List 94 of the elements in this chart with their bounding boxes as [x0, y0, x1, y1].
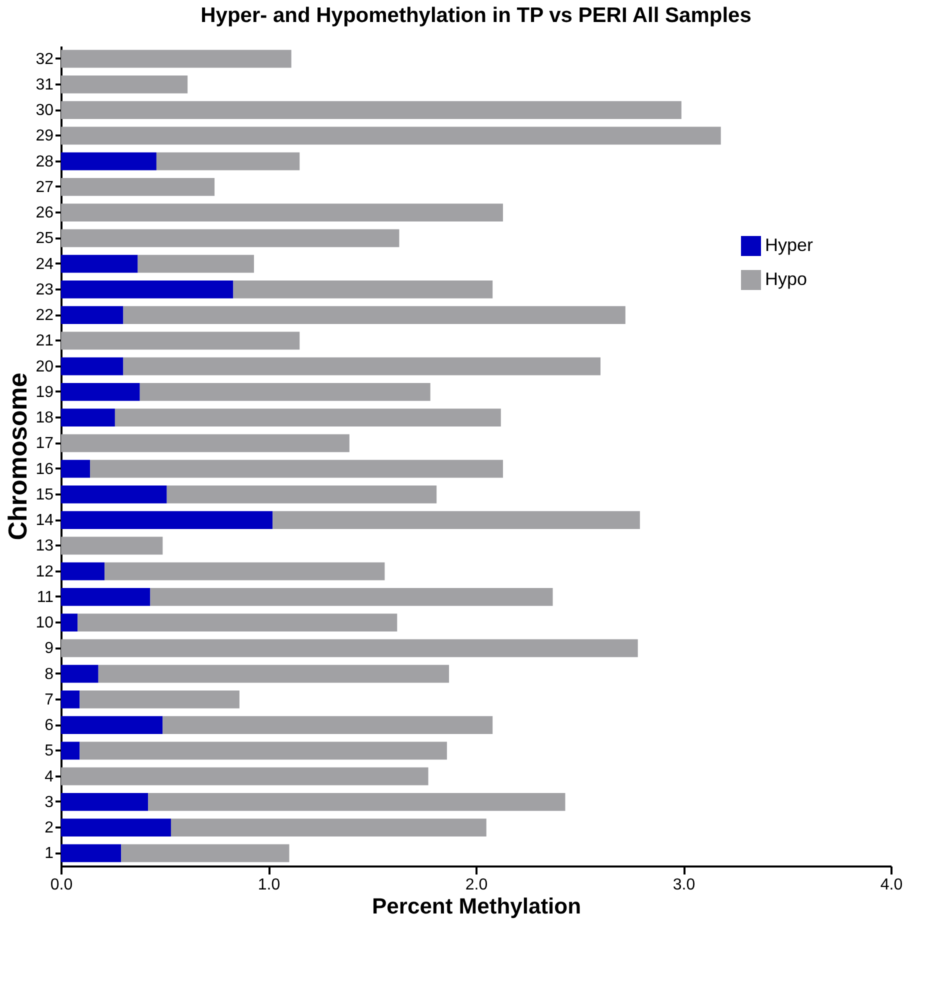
y-tick-label: 17: [36, 435, 54, 452]
y-tick-label: 6: [44, 717, 54, 734]
bar: [61, 792, 148, 811]
bar: [61, 178, 215, 196]
x-tick-label: 2.0: [465, 876, 488, 894]
y-tick-label: 28: [36, 153, 54, 170]
y-tick-label: 22: [36, 307, 54, 324]
bar: [61, 306, 124, 324]
bar: [61, 588, 150, 606]
y-tick-label: 23: [36, 281, 54, 298]
bar: [61, 716, 163, 734]
y-tick-label: 2: [44, 820, 54, 837]
bar: [61, 536, 163, 555]
bar: [61, 639, 638, 658]
y-tick-label: 3: [44, 794, 54, 811]
bar: [61, 408, 115, 427]
bar: [61, 75, 188, 94]
y-tick-label: 9: [44, 640, 54, 658]
bar: [61, 690, 80, 708]
x-tick-label: 0.0: [50, 876, 73, 894]
y-tick-label: 24: [36, 256, 54, 273]
y-tick-label: 30: [36, 102, 54, 120]
bar: [61, 50, 292, 68]
bar: [123, 357, 600, 376]
bar: [61, 229, 400, 248]
bar: [121, 844, 290, 862]
bar: [272, 511, 640, 530]
x-tick-label: 3.0: [672, 876, 696, 894]
y-tick-label: 5: [44, 742, 54, 760]
y-tick-label: 14: [36, 512, 54, 530]
legend-label: Hyper: [765, 235, 814, 255]
bar: [61, 126, 721, 145]
y-tick-label: 4: [44, 768, 54, 786]
bar: [90, 460, 503, 478]
y-tick-label: 10: [36, 614, 54, 632]
y-tick-label: 16: [36, 460, 54, 478]
bar: [170, 818, 486, 837]
bar: [162, 716, 493, 734]
bar: [166, 485, 437, 504]
bar: [61, 332, 300, 350]
bar: [61, 614, 78, 632]
bar: [61, 357, 124, 376]
y-tick-label: 15: [36, 486, 54, 504]
bar: [61, 562, 105, 580]
y-tick-label: 20: [36, 358, 54, 376]
bar: [123, 306, 626, 324]
bar: [61, 664, 98, 683]
bar: [78, 614, 398, 632]
bar: [61, 280, 234, 298]
bar: [80, 690, 240, 708]
x-tick-label: 1.0: [258, 876, 280, 894]
bar: [61, 382, 140, 401]
y-axis-title: Chromosome: [2, 372, 33, 540]
bar: [61, 767, 428, 786]
bar: [61, 844, 122, 862]
bar: [61, 511, 273, 530]
bar: [233, 280, 493, 298]
bar: [104, 562, 385, 580]
bar: [61, 742, 80, 760]
x-tick-label: 4.0: [880, 876, 903, 894]
y-tick-label: 18: [36, 410, 54, 427]
bar: [98, 664, 450, 683]
bar: [156, 152, 300, 170]
bar: [61, 101, 682, 120]
bar: [140, 382, 430, 401]
bar: [150, 588, 553, 606]
y-tick-label: 8: [44, 666, 54, 683]
bar: [61, 152, 156, 170]
bar: [61, 485, 167, 504]
bar: [61, 460, 90, 478]
y-tick-label: 1: [44, 845, 54, 862]
bar: [148, 792, 566, 811]
y-tick-label: 7: [44, 691, 54, 708]
chart-title: Hyper- and Hypomethylation in TP vs PERI All Samples: [200, 4, 752, 27]
y-tick-label: 27: [36, 178, 54, 196]
bar: [61, 818, 171, 837]
y-tick-label: 11: [36, 588, 54, 606]
x-axis-title: Percent Methylation: [372, 894, 582, 918]
y-tick-label: 26: [36, 204, 54, 222]
bar: [61, 204, 503, 222]
legend-label: Hypo: [765, 269, 808, 289]
bar: [61, 434, 350, 452]
y-tick-label: 12: [36, 563, 54, 580]
bar: [61, 254, 138, 273]
y-tick-label: 13: [36, 538, 54, 555]
y-tick-label: 31: [36, 76, 54, 94]
bar: [138, 254, 254, 273]
y-tick-label: 29: [36, 128, 54, 145]
y-tick-label: 32: [36, 50, 54, 68]
y-tick-label: 21: [36, 332, 54, 350]
bar: [80, 742, 447, 760]
y-tick-label: 19: [36, 384, 54, 401]
bar: [114, 408, 501, 427]
y-tick-label: 25: [36, 230, 54, 248]
